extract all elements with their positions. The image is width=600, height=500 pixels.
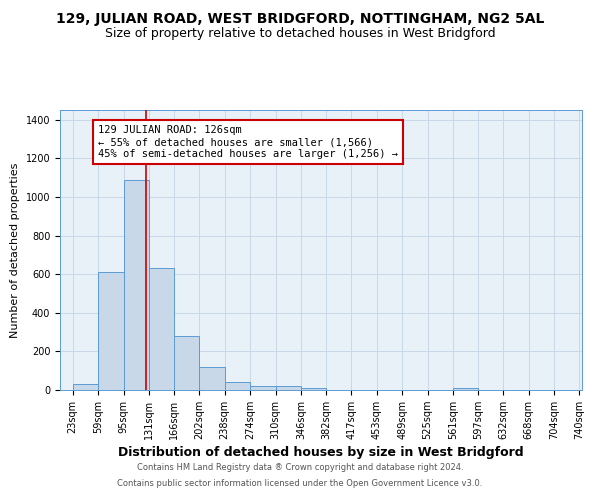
Bar [73, 384, 98, 390]
Text: Size of property relative to detached houses in West Bridgford: Size of property relative to detached ho… [104, 28, 496, 40]
Bar [98, 272, 124, 390]
Bar [275, 386, 301, 390]
Text: 129 JULIAN ROAD: 126sqm
← 55% of detached houses are smaller (1,566)
45% of semi: 129 JULIAN ROAD: 126sqm ← 55% of detache… [98, 126, 398, 158]
Text: Contains HM Land Registry data ® Crown copyright and database right 2024.: Contains HM Land Registry data ® Crown c… [137, 464, 463, 472]
Bar [250, 386, 275, 390]
Bar [174, 336, 199, 390]
Bar [149, 268, 174, 390]
Bar [453, 388, 478, 390]
Y-axis label: Number of detached properties: Number of detached properties [10, 162, 20, 338]
Text: Contains public sector information licensed under the Open Government Licence v3: Contains public sector information licen… [118, 478, 482, 488]
Bar [199, 367, 224, 390]
Bar [224, 382, 250, 390]
Text: 129, JULIAN ROAD, WEST BRIDGFORD, NOTTINGHAM, NG2 5AL: 129, JULIAN ROAD, WEST BRIDGFORD, NOTTIN… [56, 12, 544, 26]
X-axis label: Distribution of detached houses by size in West Bridgford: Distribution of detached houses by size … [118, 446, 524, 459]
Bar [301, 388, 326, 390]
Bar [124, 180, 149, 390]
